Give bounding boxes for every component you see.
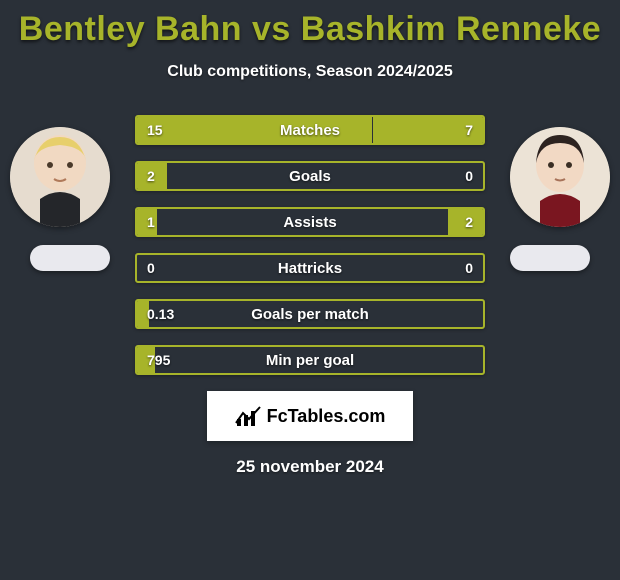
source-logo-text: FcTables.com <box>267 406 386 427</box>
stat-row: 0.13Goals per match <box>135 299 485 329</box>
date-label: 25 november 2024 <box>0 457 620 477</box>
stat-label: Min per goal <box>137 347 483 373</box>
stat-label: Matches <box>137 117 483 143</box>
page-title: Bentley Bahn vs Bashkim Renneke <box>0 0 620 49</box>
stat-label: Hattricks <box>137 255 483 281</box>
comparison-panel: 157Matches 20Goals 12Assists 00Hattricks 0.1… <box>0 115 620 477</box>
player-right-avatar <box>510 127 610 227</box>
chart-icon <box>235 405 261 427</box>
stats-bar-list: 157Matches 20Goals 12Assists 00Hattricks 0.1… <box>135 115 485 375</box>
stat-row: 795Min per goal <box>135 345 485 375</box>
stat-row: 12Assists <box>135 207 485 237</box>
stat-label: Goals <box>137 163 483 189</box>
player-left-face-icon <box>10 127 110 227</box>
stat-label: Goals per match <box>137 301 483 327</box>
player-left-avatar <box>10 127 110 227</box>
player-right-club-badge <box>510 245 590 271</box>
stat-label: Assists <box>137 209 483 235</box>
player-right-face-icon <box>510 127 610 227</box>
source-logo: FcTables.com <box>207 391 413 441</box>
player-left-club-badge <box>30 245 110 271</box>
subtitle: Club competitions, Season 2024/2025 <box>0 63 620 81</box>
stat-row: 157Matches <box>135 115 485 145</box>
stat-row: 20Goals <box>135 161 485 191</box>
stat-row: 00Hattricks <box>135 253 485 283</box>
